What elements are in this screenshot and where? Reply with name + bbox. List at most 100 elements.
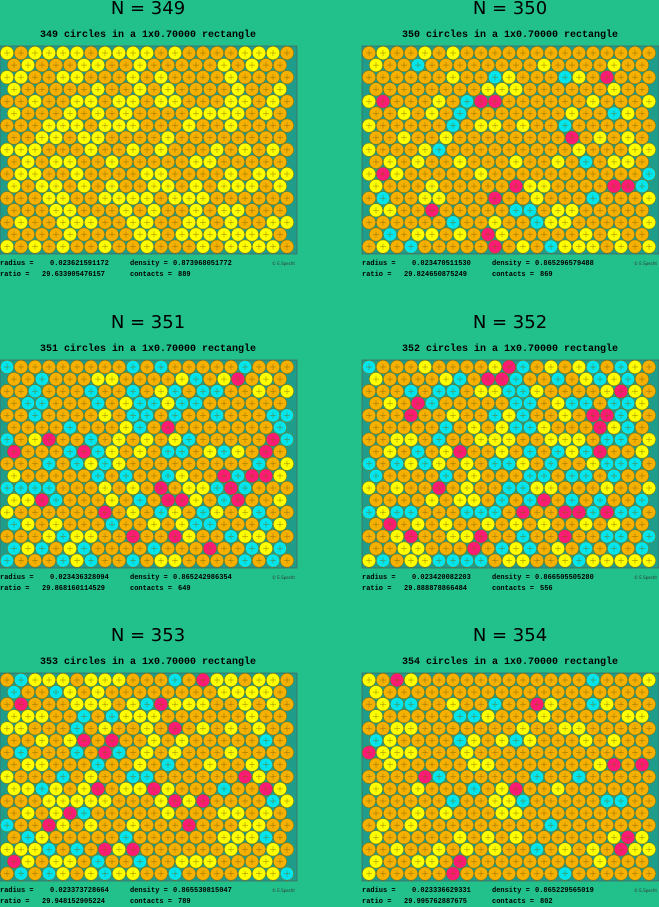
circle-mark bbox=[221, 183, 227, 190]
circle-mark bbox=[11, 62, 17, 69]
circle-mark bbox=[116, 195, 122, 202]
circle-mark bbox=[130, 122, 136, 129]
circle-mark bbox=[144, 50, 150, 56]
circle-mark bbox=[32, 50, 38, 56]
circle-mark bbox=[492, 50, 498, 56]
circle-mark bbox=[60, 50, 66, 56]
circle-mark bbox=[415, 158, 421, 165]
circle-mark bbox=[555, 86, 561, 93]
circle-mark bbox=[263, 110, 269, 117]
circle-mark bbox=[123, 183, 129, 190]
circle-mark bbox=[158, 243, 164, 250]
circle-mark bbox=[102, 74, 108, 81]
circle-mark bbox=[235, 110, 241, 117]
density-value: 0.865296579488 bbox=[535, 260, 594, 268]
circle-mark bbox=[214, 195, 220, 202]
circle-mark bbox=[408, 50, 414, 56]
circle-mark bbox=[548, 50, 554, 56]
circle-mark bbox=[527, 158, 533, 165]
circle-mark bbox=[53, 207, 59, 214]
circle-mark bbox=[137, 62, 143, 69]
circle-mark bbox=[436, 171, 442, 177]
circle-mark bbox=[569, 158, 575, 165]
density-value: 0.865242986354 bbox=[173, 574, 232, 582]
circle-mark bbox=[263, 86, 269, 93]
circle-mark bbox=[284, 74, 290, 81]
circle-mark bbox=[228, 50, 234, 56]
circle-mark bbox=[228, 171, 234, 177]
circle-mark bbox=[499, 134, 505, 141]
circle-mark bbox=[46, 219, 52, 226]
circle-mark bbox=[60, 146, 66, 153]
circle-mark bbox=[123, 86, 129, 93]
circle-mark bbox=[366, 74, 372, 81]
circle-mark bbox=[270, 98, 276, 105]
radius-label: radius = bbox=[362, 260, 396, 268]
circle-mark bbox=[604, 74, 610, 81]
circle-mark bbox=[562, 50, 568, 56]
circle-mark bbox=[485, 110, 491, 117]
circle-mark bbox=[457, 158, 463, 165]
circle-mark bbox=[88, 74, 94, 81]
circle-mark bbox=[471, 158, 477, 165]
circle-mark bbox=[618, 122, 624, 129]
radius-value: 0.023621591172 bbox=[50, 260, 109, 268]
circle-mark bbox=[193, 231, 199, 238]
circle-mark bbox=[569, 110, 575, 117]
circle-mark bbox=[541, 134, 547, 141]
circle-mark bbox=[172, 195, 178, 202]
circle-mark bbox=[422, 146, 428, 153]
circle-mark bbox=[221, 231, 227, 238]
circle-mark bbox=[611, 134, 617, 141]
circle-mark bbox=[179, 231, 185, 238]
circle-mark bbox=[436, 122, 442, 129]
circle-mark bbox=[242, 122, 248, 129]
packing-panel: N = 352 352 circles in a 1x0.70000 rectan… bbox=[361, 312, 659, 593]
density-label: density = bbox=[130, 574, 168, 582]
circle-mark bbox=[53, 86, 59, 93]
contacts-label: contacts = bbox=[130, 898, 172, 906]
circle-mark bbox=[4, 50, 10, 56]
circle-mark bbox=[506, 98, 512, 105]
circle-mark bbox=[284, 195, 290, 202]
circle-mark bbox=[32, 243, 38, 250]
circle-mark bbox=[471, 86, 477, 93]
circle-mark bbox=[632, 50, 638, 56]
circle-mark bbox=[60, 243, 66, 250]
circle-mark bbox=[235, 134, 241, 141]
circle-mark bbox=[144, 243, 150, 250]
circle-mark bbox=[67, 134, 73, 141]
circle-mark bbox=[457, 86, 463, 93]
circle-mark bbox=[165, 134, 171, 141]
circle-mark bbox=[116, 146, 122, 153]
circle-mark bbox=[67, 110, 73, 117]
circle-mark bbox=[186, 50, 192, 56]
circle-mark bbox=[53, 134, 59, 141]
circle-mark bbox=[277, 158, 283, 165]
circle-mark bbox=[263, 183, 269, 190]
circle-mark bbox=[74, 50, 80, 56]
circle-mark bbox=[513, 110, 519, 117]
circle-mark bbox=[228, 219, 234, 226]
circle-mark bbox=[450, 74, 456, 81]
circle-mark bbox=[618, 50, 624, 56]
circle-mark bbox=[74, 122, 80, 129]
panel-title: N = 352 bbox=[473, 312, 547, 333]
circle-mark bbox=[450, 50, 456, 56]
circle-mark bbox=[583, 158, 589, 165]
circle-mark bbox=[60, 219, 66, 226]
circle-mark bbox=[541, 110, 547, 117]
circle-mark bbox=[158, 122, 164, 129]
circle-mark bbox=[158, 98, 164, 105]
circle-mark bbox=[102, 219, 108, 226]
circle-mark bbox=[137, 158, 143, 165]
circle-mark bbox=[165, 86, 171, 93]
circle-mark bbox=[583, 62, 589, 69]
circle-mark bbox=[88, 50, 94, 56]
circle-mark bbox=[394, 74, 400, 81]
circle-mark bbox=[646, 98, 652, 105]
circle-mark bbox=[116, 74, 122, 81]
circle-mark bbox=[401, 134, 407, 141]
circle-mark bbox=[263, 231, 269, 238]
circle-mark bbox=[165, 231, 171, 238]
